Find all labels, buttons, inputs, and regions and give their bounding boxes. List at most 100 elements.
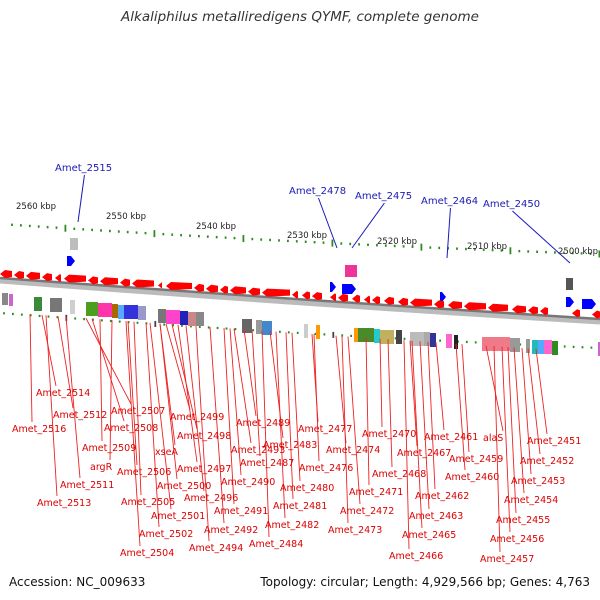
scale-minor-tick [20, 224, 22, 227]
gene-label: Amet_2457 [480, 554, 534, 565]
scale-minor-tick [554, 251, 556, 254]
gene-leader-line [177, 324, 198, 463]
scale-minor-tick [589, 252, 592, 255]
scale-minor-tick [126, 230, 129, 234]
inner-minor-tick [439, 339, 441, 342]
inner-minor-tick [403, 337, 406, 340]
scale-minor-tick [260, 238, 263, 241]
scale-minor-tick [571, 251, 574, 255]
feature-box [446, 334, 452, 348]
gene-leader-line [535, 348, 548, 435]
gene-label: Amet_2491 [214, 506, 268, 517]
feature-boxes [2, 238, 600, 356]
scale-minor-tick [518, 249, 521, 253]
scale-minor-tick [109, 229, 111, 233]
reverse-gene-arrow [26, 271, 40, 280]
scale-minor-tick [349, 242, 352, 246]
scale-major-tick [242, 235, 245, 243]
gene-leader-line [513, 347, 525, 494]
gene-label: Amet_2509 [82, 443, 136, 454]
inner-minor-tick [465, 340, 468, 344]
scale-minor-tick [536, 250, 538, 253]
scale-minor-tick [171, 233, 174, 236]
scale-label: 2550 kbp [106, 212, 146, 222]
forward-gene-arrow [342, 284, 356, 294]
feature-box [304, 324, 308, 338]
inner-minor-tick [181, 324, 183, 327]
feature-box [112, 304, 118, 318]
inner-minor-tick [20, 313, 23, 316]
scale-minor-tick [500, 249, 503, 252]
reverse-gene-arrow [14, 271, 24, 280]
map-title: Alkaliphilus metalliredigens QYMF, compl… [121, 9, 479, 25]
feature-box [544, 340, 552, 354]
scale-minor-tick [100, 229, 102, 232]
feature-box [566, 278, 573, 290]
gene-leader-line [165, 323, 191, 411]
forward-gene-arrow [566, 297, 574, 307]
scale-minor-tick [465, 247, 467, 251]
reverse-gene-arrow [166, 281, 192, 290]
gene-label: Amet_2484 [249, 539, 303, 550]
gene-label: Amet_2490 [221, 477, 275, 488]
reverse-gene-arrow [464, 302, 486, 311]
gene-leader-line [195, 326, 210, 542]
reverse-gene-arrow [540, 307, 548, 316]
gene-label: Amet_2497 [177, 464, 231, 475]
reverse-gene-arrow [248, 287, 260, 296]
inner-major-tick [332, 331, 335, 338]
feature-box [538, 340, 544, 354]
gene-label: Amet_2504 [120, 548, 174, 559]
feature-box [124, 305, 138, 319]
feature-box [166, 310, 180, 324]
inner-minor-tick [83, 318, 85, 321]
inner-minor-tick [136, 321, 139, 324]
genome-summary-text: Topology: circular; Length: 4,929,566 bp… [260, 575, 590, 589]
scale-minor-tick [278, 239, 280, 242]
scale-minor-tick [55, 226, 58, 229]
scale-minor-tick [117, 230, 120, 233]
scale-minor-tick [144, 231, 147, 235]
reverse-gene-arrow [312, 292, 322, 301]
scale-minor-tick [251, 237, 254, 241]
gene-label: Amet_2506 [117, 467, 171, 478]
inner-minor-tick [3, 312, 5, 315]
gene-leader-line [291, 332, 301, 482]
feature-box [98, 303, 112, 317]
reverse-gene-arrow [528, 306, 538, 315]
reverse-gene-arrow [120, 278, 130, 287]
gene-leader-line [127, 321, 138, 466]
scale-minor-tick [287, 239, 289, 243]
scale-minor-tick [473, 248, 476, 251]
gene-label: Amet_2516 [12, 424, 66, 435]
scale-minor-tick [304, 240, 307, 243]
gene-label: Amet_2463 [409, 511, 463, 522]
scale-major-tick [420, 243, 423, 251]
inner-minor-tick [12, 312, 14, 316]
inner-minor-tick [563, 345, 566, 348]
highlighted-gene-leader [512, 210, 571, 264]
inner-minor-tick [101, 319, 103, 322]
reverse-gene-arrow [338, 293, 348, 302]
feature-box [532, 340, 538, 354]
scale-minor-tick [295, 240, 298, 243]
highlighted-gene-leader [317, 197, 338, 249]
accession-text: Accession: NC_009633 [9, 575, 146, 589]
feature-box [2, 293, 8, 305]
gene-leader-line [41, 314, 57, 387]
reverse-gene-arrow [220, 285, 228, 294]
reverse-gene-arrow [384, 296, 394, 305]
feature-box [196, 312, 204, 326]
highlighted-gene-leader [446, 207, 451, 259]
scale-minor-tick [28, 224, 31, 228]
reverse-gene-arrow [302, 291, 310, 300]
highlighted-gene-label: Amet_2475 [355, 191, 412, 202]
reverse-genes [0, 270, 600, 319]
inner-minor-tick [127, 321, 130, 324]
gene-label: Amet_2489 [236, 418, 290, 429]
feature-box [358, 328, 374, 342]
scale-minor-tick [180, 233, 182, 237]
backbone [0, 276, 600, 321]
feature-box [50, 298, 62, 312]
